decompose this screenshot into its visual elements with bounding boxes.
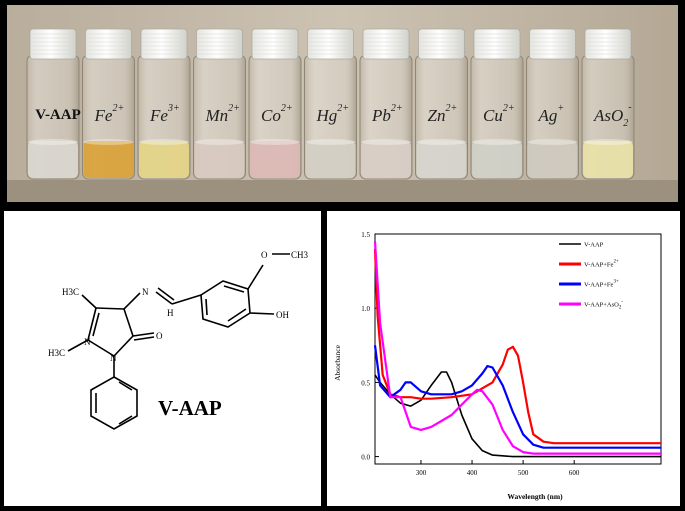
vial-label: Ag+ — [538, 103, 565, 125]
chart-legend: V-AAP V-AAP+Fe2+ V-AAP+Fe3+ V-AAP+AsO2- — [559, 242, 623, 311]
vial-solution — [194, 141, 245, 178]
vial-label: Fe2+ — [94, 103, 125, 125]
vial: Mn2+ — [193, 28, 246, 180]
vial-solution — [83, 141, 134, 178]
vial-cap — [473, 28, 521, 60]
vial-label: AsO2- — [593, 102, 632, 129]
vial-solution — [416, 141, 467, 178]
x-tick-label: 600 — [569, 469, 580, 477]
solution-meniscus — [361, 139, 411, 145]
methoxy-o-label: O — [261, 250, 268, 260]
x-tick-label: 400 — [467, 469, 478, 477]
imine-h-label: H — [167, 308, 174, 318]
ring-n1-label: N — [84, 337, 91, 347]
structure-atom-labels: O CH3 OH N H N N O H3C H3C — [48, 250, 309, 363]
vial: V-AAP — [26, 28, 81, 180]
legend-label: V-AAP+Fe3+ — [584, 280, 619, 289]
n-methyl-label: H3C — [48, 348, 65, 358]
imine-n-label: N — [142, 287, 149, 297]
vials-group: V-AAP Fe2+ Fe3+ Mn2+ Co2+ Hg2+ Pb2+ Zn2+ Cu2+ Ag+… — [26, 28, 635, 180]
vial-solution — [583, 141, 633, 178]
structure-panel: O CH3 OH N H N N O H3C H3C V-AAP — [4, 211, 321, 506]
vial-solution — [361, 141, 411, 178]
vial: Fe2+ — [82, 28, 135, 180]
vial: Fe3+ — [137, 28, 191, 180]
vial-label: Hg2+ — [316, 103, 350, 125]
series-line — [374, 371, 661, 458]
vial-cap — [529, 28, 576, 60]
solution-meniscus — [194, 139, 245, 145]
y-tick-label: 1.5 — [361, 231, 370, 239]
vial-solution — [305, 141, 356, 178]
solution-meniscus — [305, 139, 356, 145]
vial-solution — [139, 141, 189, 178]
vial-label: Cu2+ — [483, 103, 515, 125]
vial-cap — [196, 28, 243, 60]
solution-meniscus — [250, 139, 300, 145]
vial-solution — [527, 141, 578, 178]
solution-meniscus — [583, 139, 633, 145]
series-line — [373, 241, 661, 455]
vials-photo: V-AAP Fe2+ Fe3+ Mn2+ Co2+ Hg2+ Pb2+ Zn2+ Cu2+ Ag+… — [7, 5, 678, 202]
ring-n2-label: N — [110, 353, 117, 363]
y-tick-label: 0.5 — [361, 379, 370, 387]
vial-label: Mn2+ — [205, 103, 240, 125]
vial: Cu2+ — [470, 28, 524, 180]
legend-label: V-AAP — [584, 242, 604, 249]
chart-lines — [373, 241, 661, 458]
solution-meniscus — [28, 139, 78, 145]
vial-label: V-AAP — [35, 107, 81, 123]
solution-meniscus — [472, 139, 522, 145]
legend-label: V-AAP+Fe2+ — [584, 260, 619, 269]
series-line — [373, 345, 661, 449]
vial: Pb2+ — [359, 28, 413, 180]
y-axis-label: Absorbance — [333, 344, 342, 380]
vial-cap — [418, 28, 465, 60]
chart-panel: 0.0 0.5 1.0 1.5 300 400 500 600 V-AAP V-AAP+Fe2+… — [327, 211, 680, 506]
vial-cap — [362, 28, 410, 60]
vial-solution — [28, 141, 78, 178]
methoxy-ch3-label: CH3 — [291, 250, 309, 260]
x-axis-label: Wavelength (nm) — [507, 492, 563, 501]
solution-meniscus — [139, 139, 189, 145]
c-methyl-label: H3C — [62, 287, 79, 297]
vial: Ag+ — [526, 28, 579, 180]
vial-cap — [251, 28, 299, 60]
vial: AsO2- — [581, 28, 635, 180]
vial-cap — [85, 28, 132, 60]
vial: Co2+ — [248, 28, 302, 180]
photo-table — [7, 180, 678, 202]
vial-solution — [472, 141, 522, 178]
series-line — [373, 248, 661, 445]
vial-label: Co2+ — [261, 103, 293, 125]
legend-label: V-AAP+AsO2- — [584, 300, 623, 311]
structure-bonds — [67, 253, 290, 430]
compound-name: V-AAP — [158, 396, 222, 420]
vial-cap — [140, 28, 188, 60]
vial-cap — [584, 28, 632, 60]
hydroxy-label: OH — [276, 310, 289, 320]
y-tick-label: 1.0 — [361, 305, 370, 313]
carbonyl-o-label: O — [156, 331, 163, 341]
solution-meniscus — [416, 139, 467, 145]
x-tick-label: 500 — [518, 469, 529, 477]
vial-cap — [29, 28, 77, 60]
solution-meniscus — [527, 139, 578, 145]
absorbance-chart: 0.0 0.5 1.0 1.5 300 400 500 600 V-AAP V-AAP+Fe2+… — [333, 231, 662, 501]
vial-label: Pb2+ — [371, 103, 403, 125]
vial: Hg2+ — [304, 28, 357, 180]
vial-solution — [250, 141, 300, 178]
solution-meniscus — [83, 139, 134, 145]
x-tick-label: 300 — [416, 469, 427, 477]
chart-ticks: 0.0 0.5 1.0 1.5 300 400 500 600 — [361, 231, 580, 477]
vial-label: Fe3+ — [149, 103, 180, 125]
y-tick-label: 0.0 — [361, 454, 370, 462]
vial-cap — [307, 28, 354, 60]
vial: Zn2+ — [415, 28, 468, 180]
vial-label: Zn2+ — [428, 103, 458, 125]
v-aap-structure: O CH3 OH N H N N O H3C H3C V-AAP — [48, 250, 309, 430]
